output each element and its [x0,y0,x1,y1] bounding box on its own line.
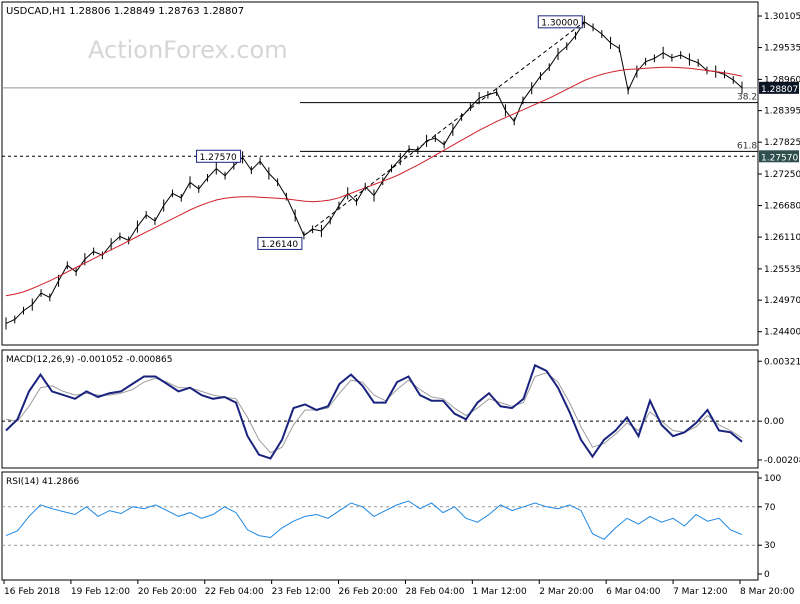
x-tick-label: 8 Mar 20:00 [740,587,795,597]
rsi-layer [2,500,758,546]
macd-signal-line [5,372,743,454]
swing-label: 1.30000 [541,18,578,28]
price-annotations: 1.30000 1.27570 1.26140 [196,15,585,250]
x-tick-label: 1 Mar 12:00 [472,587,527,597]
level-price-box [759,150,799,163]
moving-average-line [5,66,743,297]
price-y-tick-label: 1.26680 [764,202,800,212]
symbol-name: USDCAD,H1 [6,6,66,17]
price-levels: 38.2 61.8 1.27570 1.28807 [2,81,799,163]
x-tick-label: 16 Feb 2018 [4,587,60,597]
current-price-box [759,81,799,94]
price-series-layer [5,15,743,330]
swing-label: 1.26140 [261,240,298,250]
price-y-tick-label: 1.24970 [764,296,800,306]
x-tick-label: 7 Mar 12:00 [673,587,728,597]
x-tick-label: 28 Feb 04:00 [405,587,464,597]
price-y-tick-label: 1.27250 [764,170,800,180]
high-value: 1.28849 [114,6,155,17]
rsi-title: RSI(14) 41.2866 [6,477,79,487]
rsi-pane-frame [1,471,759,581]
rsi-line [5,500,743,541]
price-y-tick-label: 1.26110 [764,233,800,243]
price-y-tick-label: 1.27825 [764,138,800,148]
macd-y-tick-label: -0.002082 [764,456,800,466]
fib-level-label: 61.8 [737,141,757,151]
x-tick-label: 19 Feb 12:00 [71,587,130,597]
macd-y-tick-label: 0.003218 [764,357,800,367]
price-header: USDCAD,H1 1.28806 1.28849 1.28763 1.2880… [6,6,244,17]
watermark: ActionForex.com [88,36,288,64]
price-y-tick-label: 1.24400 [764,328,800,338]
fib-trend-line [303,21,585,236]
swing-label-box [257,236,303,250]
axes-layer: 1.30105 1.29535 1.28960 1.28395 1.27825 1.272… [3,12,800,597]
rsi-y-tick-label: 0 [764,570,770,580]
price-y-tick-label: 1.28395 [764,107,800,117]
x-tick-label: 6 Mar 04:00 [606,587,661,597]
rsi-y-tick-label: 70 [764,503,776,513]
level-price-label: 1.27570 [761,153,798,163]
price-y-tick-label: 1.28960 [764,75,800,85]
macd-line [5,363,743,460]
price-y-tick-label: 1.30105 [764,12,800,22]
close-value: 1.28807 [203,6,244,17]
x-tick-label: 23 Feb 12:00 [272,587,331,597]
open-value: 1.28806 [69,6,110,17]
x-tick-label: 20 Feb 20:00 [138,587,197,597]
macd-pane-frame [1,349,759,469]
macd-layer [2,363,758,460]
price-y-tick-label: 1.29535 [764,44,800,54]
swing-label-box [196,149,242,163]
current-price-label: 1.28807 [761,85,798,95]
price-y-tick-label: 1.25535 [764,265,800,275]
price-line [5,21,743,324]
macd-title: MACD(12,26,9) -0.001052 -0.000865 [6,355,172,365]
rsi-y-tick-label: 100 [764,474,781,484]
macd-y-tick-label: 0.00 [764,417,784,427]
x-tick-label: 26 Feb 20:00 [339,587,398,597]
x-tick-label: 22 Feb 04:00 [205,587,264,597]
fib-level-label: 38.2 [737,93,757,103]
swing-label-box [537,15,583,29]
x-tick-label: 2 Mar 20:00 [539,587,594,597]
low-value: 1.28763 [158,6,199,17]
price-pane-frame [1,1,759,346]
swing-label: 1.27570 [200,153,237,163]
rsi-y-tick-label: 30 [764,541,776,551]
